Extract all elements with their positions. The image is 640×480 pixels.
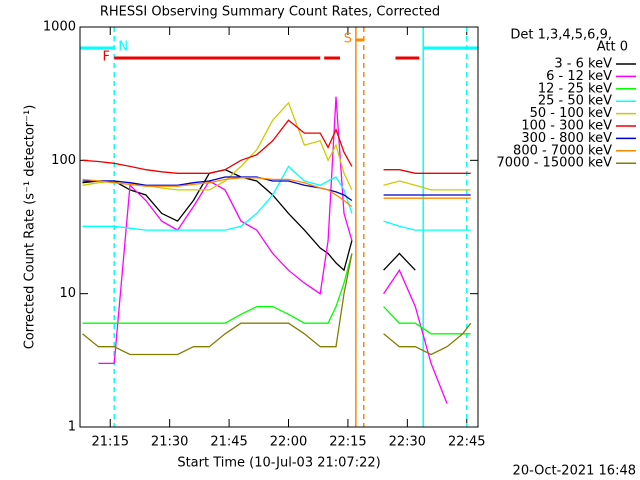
flag-label: F <box>102 50 109 65</box>
legend-label: 300 - 800 keV <box>521 131 612 146</box>
legend-label: 800 - 7000 keV <box>513 143 612 158</box>
chart-title: RHESSI Observing Summary Count Rates, Co… <box>100 5 440 20</box>
legend-title: Det 1,3,4,5,6,9, <box>510 28 612 43</box>
x-tick-label: 22:30 <box>389 435 426 450</box>
y-axis-label: Corrected Count Rate (s⁻¹ detector⁻¹) <box>23 105 38 350</box>
legend-label: 100 - 300 keV <box>521 119 612 134</box>
y-tick-label: 1000 <box>43 20 76 35</box>
legend-label: 50 - 100 keV <box>530 106 613 121</box>
series-line <box>82 101 471 191</box>
flag-label: S <box>344 32 352 47</box>
plot-frame <box>79 26 479 428</box>
legend-label: 12 - 25 keV <box>538 81 612 96</box>
x-tick-label: 22:00 <box>270 435 307 450</box>
legend-label: 3 - 6 keV <box>554 57 612 72</box>
y-tick-label: 1 <box>68 420 76 435</box>
series-line <box>82 253 472 356</box>
legend-title: Att 0 <box>597 40 628 55</box>
legend-label: 7000 - 15000 keV <box>497 156 613 171</box>
flag-label: N <box>118 40 128 55</box>
x-tick-label: 21:30 <box>151 435 188 450</box>
x-axis-label: Start Time (10-Jul-03 21:07:22) <box>177 456 380 471</box>
series-line <box>82 165 471 231</box>
legend-label: 25 - 50 keV <box>538 94 612 109</box>
y-tick-label: 100 <box>51 153 76 168</box>
x-tick-label: 22:15 <box>329 435 366 450</box>
footer-date: 20-Oct-2021 16:48 <box>513 464 636 479</box>
x-tick-label: 22:45 <box>448 435 485 450</box>
series-line <box>82 177 471 208</box>
series-line <box>82 253 471 335</box>
series-line <box>98 96 448 404</box>
series-line <box>82 119 471 174</box>
x-tick-label: 21:45 <box>210 435 247 450</box>
legend-label: 6 - 12 keV <box>546 69 612 84</box>
x-tick-label: 21:15 <box>92 435 129 450</box>
y-tick-label: 10 <box>59 286 76 301</box>
